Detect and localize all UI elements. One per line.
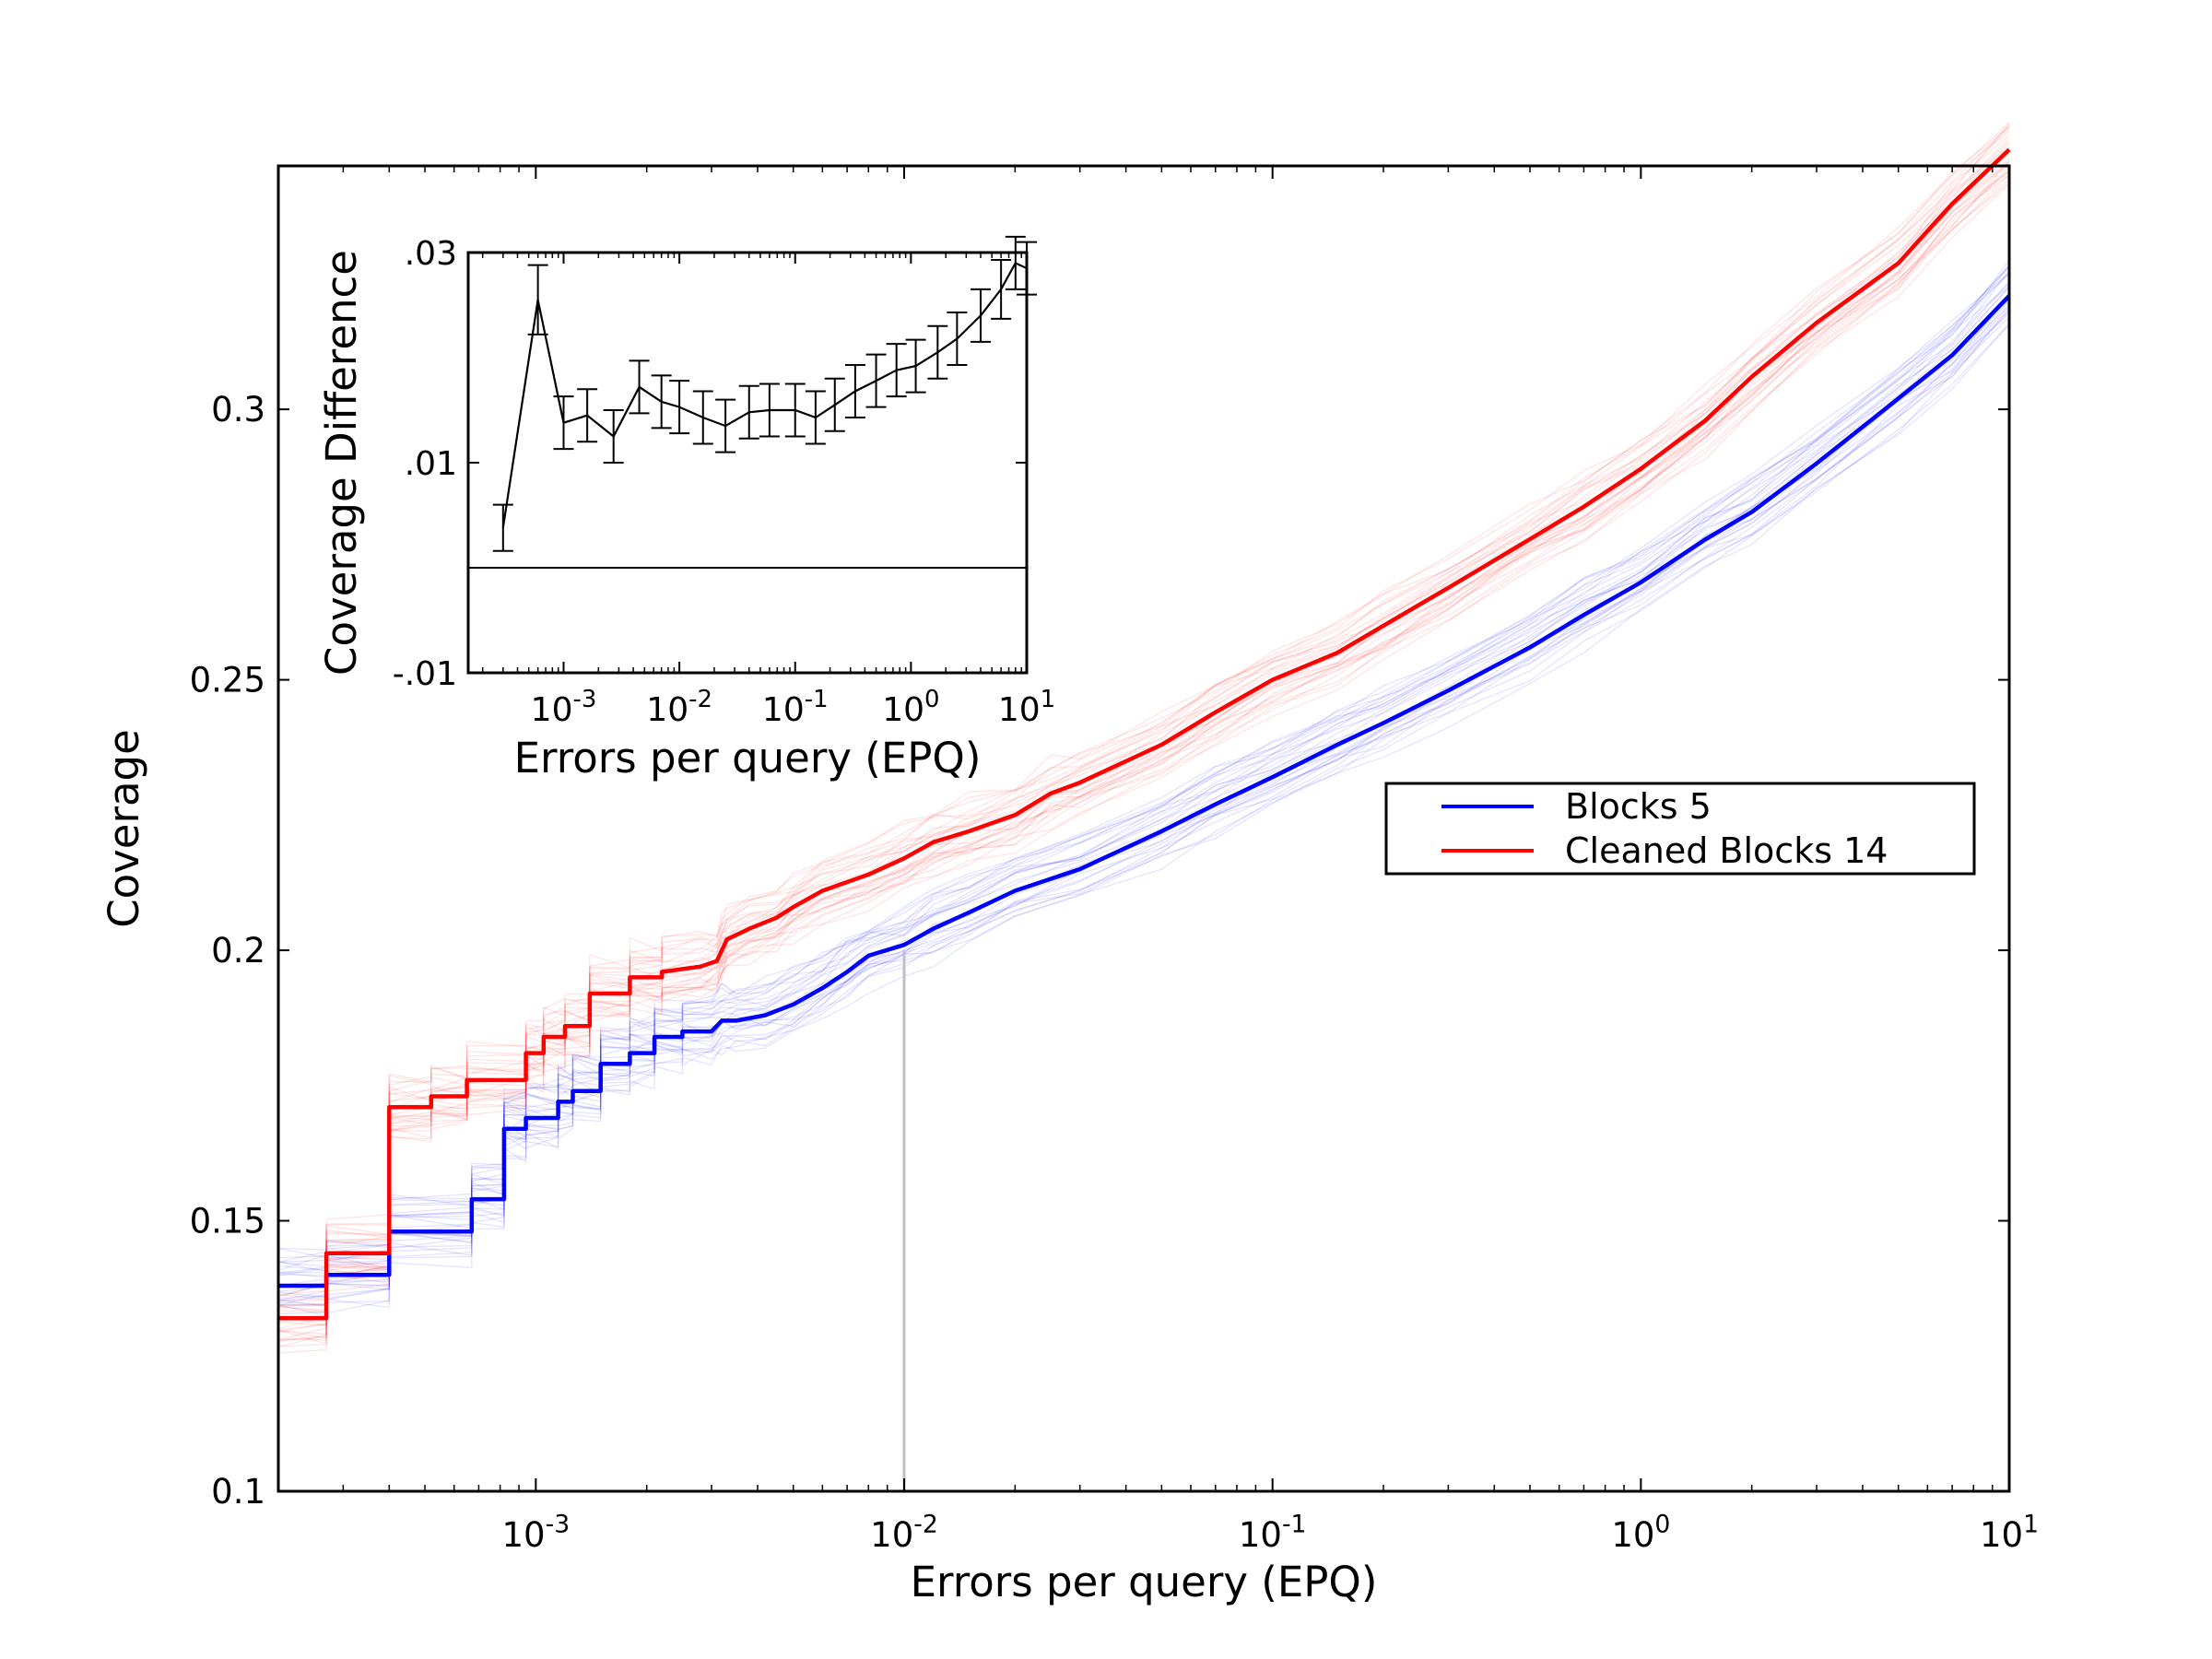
inset-x-axis: 10-3 10-2 10-1 100 101 [481, 253, 1055, 729]
band-blocks-5-11 [277, 272, 2010, 1251]
main-x-axis-label: Errors per query (EPQ) [911, 1558, 1378, 1606]
inset-y-tick-label: .01 [405, 445, 457, 483]
band-cleaned-blocks-14-0 [277, 171, 2010, 1340]
band-cleaned-blocks-14-13 [277, 182, 2010, 1341]
band-cleaned-blocks-14-24 [277, 170, 2010, 1339]
band-blocks-5-4 [277, 286, 2010, 1277]
inset-x-tick-label: 10-1 [762, 686, 829, 729]
band-cleaned-blocks-14-18 [277, 147, 2010, 1306]
band-cleaned-blocks-14-5 [277, 130, 2010, 1300]
y-tick-label: 0.2 [211, 931, 265, 971]
band-blocks-5-5 [277, 266, 2010, 1259]
band-cleaned-blocks-14-9 [277, 169, 2010, 1335]
band-blocks-5-7 [277, 287, 2010, 1277]
legend-label-cleaned-blocks-14: Cleaned Blocks 14 [1565, 830, 1888, 871]
band-blocks-5-10 [277, 265, 2010, 1267]
y-tick-label: 0.15 [190, 1202, 265, 1241]
band-cleaned-blocks-14-23 [277, 126, 2010, 1302]
series-line-cleaned-blocks-14 [278, 147, 2011, 1321]
series-line-blocks-5 [278, 294, 2011, 1288]
band-cleaned-blocks-14-25 [277, 123, 2010, 1306]
y-tick-label: 0.1 [211, 1472, 265, 1512]
band-blocks-5-22 [277, 316, 2010, 1309]
band-blocks-5-0 [277, 310, 2010, 1307]
y-tick-label: 0.3 [211, 390, 265, 429]
inset-chart: -.01 .01 .03 10-3 10-2 10-1 100 101 Errors per… [317, 235, 1055, 782]
band-cleaned-blocks-14-4 [277, 183, 2010, 1354]
band-cleaned-blocks-14-17 [277, 173, 2010, 1347]
band-cleaned-blocks-14-16 [277, 135, 2010, 1305]
inset-y-axis: -.01 .01 .03 [393, 235, 1027, 693]
x-tick-label: 10-2 [870, 1510, 938, 1555]
band-cleaned-blocks-14-7 [277, 160, 2010, 1345]
inset-x-axis-label: Errors per query (EPQ) [514, 734, 982, 782]
band-blocks-5-21 [277, 324, 2010, 1317]
x-tick-label: 10-1 [1239, 1510, 1307, 1555]
band-blocks-5-14 [277, 270, 2010, 1273]
band-blocks-5-23 [277, 307, 2010, 1308]
band-cleaned-blocks-14-20 [277, 124, 2010, 1296]
x-tick-label: 101 [1980, 1510, 2039, 1555]
main-plot-frame [276, 164, 2011, 1493]
band-cleaned-blocks-14-14 [277, 179, 2010, 1348]
inset-series-group [501, 261, 1028, 528]
x-tick-label: 10-3 [502, 1510, 571, 1555]
main-y-axis: 0.1 0.15 0.2 0.25 0.3 [190, 390, 2009, 1512]
inset-y-tick-label: .03 [405, 235, 457, 273]
band-blocks-5-18 [277, 309, 2010, 1301]
band-cleaned-blocks-14-8 [277, 160, 2010, 1331]
band-cleaned-blocks-14-22 [277, 126, 2010, 1299]
inset-series-line [501, 261, 1028, 528]
band-cleaned-blocks-14-15 [277, 162, 2010, 1333]
band-cleaned-blocks-14-1 [277, 161, 2010, 1326]
band-blocks-5-9 [277, 286, 2010, 1271]
band-blocks-5-24 [277, 259, 2010, 1263]
band-cleaned-blocks-14-12 [277, 149, 2010, 1330]
band-blocks-5-8 [277, 312, 2010, 1306]
x-tick-label: 100 [1611, 1510, 1670, 1555]
inset-x-tick-label: 101 [998, 686, 1055, 729]
main-x-axis: 10-3 10-2 10-1 100 101 [277, 166, 2039, 1555]
band-blocks-5-2 [277, 304, 2010, 1302]
inset-x-tick-label: 100 [882, 686, 939, 729]
band-cleaned-blocks-14-21 [277, 165, 2010, 1342]
inset-y-tick-label: -.01 [393, 655, 457, 693]
band-blocks-5-26 [277, 273, 2010, 1264]
band-blocks-5-19 [277, 266, 2010, 1271]
inset-y-axis-label: Coverage Difference [317, 250, 366, 676]
inset-error-bars [492, 235, 1037, 552]
inset-x-tick-label: 10-3 [531, 686, 597, 729]
band-blocks-5-12 [277, 324, 2010, 1315]
inset-x-tick-label: 10-2 [646, 686, 712, 729]
legend: Blocks 5 Cleaned Blocks 14 [1384, 782, 1976, 876]
band-cleaned-blocks-14-10 [277, 140, 2010, 1312]
y-tick-label: 0.25 [190, 661, 265, 700]
band-cleaned-blocks-14-6 [277, 142, 2010, 1319]
band-cleaned-blocks-14-27 [277, 122, 2010, 1288]
inset-plot-area [468, 253, 1027, 673]
band-blocks-5-13 [277, 264, 2010, 1259]
band-cleaned-blocks-14-3 [277, 174, 2010, 1342]
band-blocks-5-25 [277, 281, 2010, 1275]
legend-label-blocks-5: Blocks 5 [1565, 786, 1712, 827]
main-y-axis-label: Coverage [100, 729, 148, 928]
main-variability-bands [277, 122, 2010, 1354]
band-blocks-5-15 [277, 282, 2010, 1278]
legend-box [1384, 782, 1976, 876]
band-blocks-5-6 [277, 272, 2010, 1274]
band-cleaned-blocks-14-11 [277, 137, 2010, 1313]
main-series-group [278, 147, 2011, 1321]
